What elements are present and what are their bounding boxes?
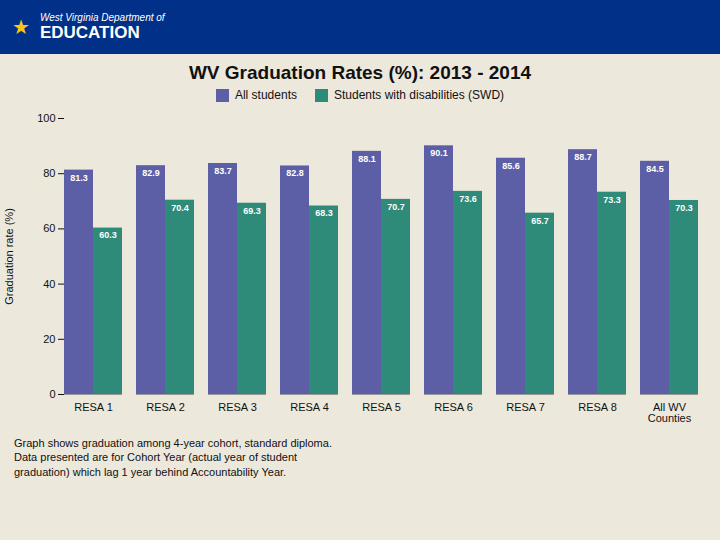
svg-text:82.9: 82.9 xyxy=(142,168,160,178)
svg-text:RESA 3: RESA 3 xyxy=(218,401,257,413)
svg-text:60: 60 xyxy=(43,222,55,234)
svg-text:70.4: 70.4 xyxy=(171,203,189,213)
html-text:WV Graduation Rates (%): 2013: WV Graduation Rates (%): 2013 - 2014 xyxy=(188,62,531,83)
svg-text:85.6: 85.6 xyxy=(502,161,520,171)
html-text:Graph shows graduation among 4: Graph shows graduation among 4-year coho… xyxy=(14,437,332,478)
svg-text:70.3: 70.3 xyxy=(675,203,693,213)
svg-text:60.3: 60.3 xyxy=(99,230,117,240)
svg-text:RESA 8: RESA 8 xyxy=(578,401,617,413)
svg-text:81.3: 81.3 xyxy=(70,173,88,183)
svg-text:0: 0 xyxy=(49,388,55,400)
svg-text:80: 80 xyxy=(43,167,55,179)
svg-text:65.7: 65.7 xyxy=(531,216,549,226)
html-text:Students with disabilities (SW: Students with disabilities (SWD) xyxy=(334,88,504,102)
svg-text:69.3: 69.3 xyxy=(243,206,261,216)
svg-text:Graduation rate (%): Graduation rate (%) xyxy=(3,208,15,305)
html-text:EDUCATION: EDUCATION xyxy=(39,22,140,42)
svg-text:20: 20 xyxy=(43,333,55,345)
html-text:West Virginia Department of: West Virginia Department of xyxy=(39,11,165,23)
svg-text:RESA 7: RESA 7 xyxy=(506,401,545,413)
svg-text:73.3: 73.3 xyxy=(603,195,621,205)
svg-text:90.1: 90.1 xyxy=(430,148,448,158)
html-text:All students: All students xyxy=(234,88,297,102)
svg-text:100: 100 xyxy=(37,112,55,124)
svg-text:82.8: 82.8 xyxy=(286,168,304,178)
svg-text:88.1: 88.1 xyxy=(358,154,376,164)
svg-text:73.6: 73.6 xyxy=(459,194,477,204)
svg-text:RESA 6: RESA 6 xyxy=(434,401,473,413)
svg-text:83.7: 83.7 xyxy=(214,166,232,176)
svg-text:70.7: 70.7 xyxy=(387,202,405,212)
svg-text:All WVCounties: All WVCounties xyxy=(648,401,692,424)
svg-text:RESA 1: RESA 1 xyxy=(74,401,113,413)
svg-text:68.3: 68.3 xyxy=(315,208,333,218)
svg-text:84.5: 84.5 xyxy=(646,164,664,174)
svg-text:40: 40 xyxy=(43,278,55,290)
svg-text:RESA 5: RESA 5 xyxy=(362,401,401,413)
svg-text:88.7: 88.7 xyxy=(574,152,592,162)
svg-text:RESA 4: RESA 4 xyxy=(290,401,329,413)
svg-text:RESA 2: RESA 2 xyxy=(146,401,185,413)
